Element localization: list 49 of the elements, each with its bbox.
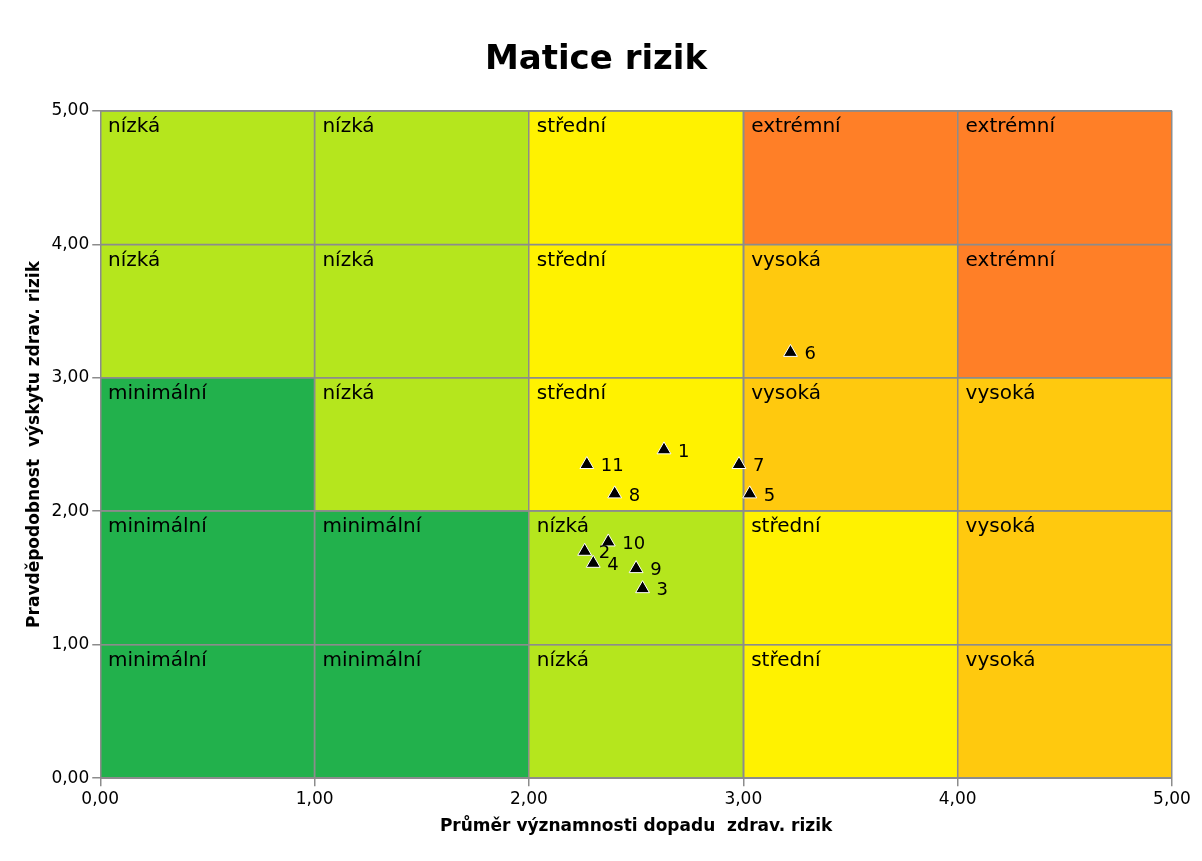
y-tick-label: 5,00 <box>51 99 90 120</box>
data-label: vysoká <box>965 379 1036 404</box>
data-label: střední <box>537 246 608 271</box>
data-label: střední <box>537 379 608 404</box>
data-label: vysoká <box>965 646 1036 671</box>
data-label: vysoká <box>751 379 822 404</box>
x-tick-label: 1,00 <box>295 787 334 808</box>
y-tick-label: 1,00 <box>51 633 90 654</box>
y-axis-title: Pravděpodobnost výskytu zdrav. rizik <box>22 260 43 628</box>
annotation: 10 <box>622 531 646 553</box>
data-label: nízká <box>322 113 375 137</box>
data-label: střední <box>751 513 823 538</box>
x-tick-label: 4,00 <box>938 787 977 808</box>
data-label: nízká <box>537 513 590 538</box>
y-tick-label: 3,00 <box>51 366 90 387</box>
data-label: minimální <box>108 513 209 538</box>
data-label: extrémní <box>751 113 843 137</box>
x-tick-label: 5,00 <box>1153 787 1191 808</box>
x-axis-title: Průměr významnosti dopadu zdrav. rizik <box>439 814 834 836</box>
data-label: vysoká <box>965 513 1036 538</box>
data-label: nízká <box>108 246 161 271</box>
annotation: 6 <box>804 342 816 364</box>
x-tick-label: 3,00 <box>724 787 763 808</box>
annotation: 7 <box>753 454 765 476</box>
data-label: minimální <box>322 513 423 538</box>
annotation: 11 <box>600 454 624 476</box>
data-label: extrémní <box>965 113 1057 137</box>
y-tick-label: 2,00 <box>51 499 90 520</box>
data-label: střední <box>537 113 608 137</box>
y-tick-label: 0,00 <box>51 766 90 787</box>
annotation: 8 <box>628 483 641 505</box>
data-label: nízká <box>322 379 375 404</box>
data-label: vysoká <box>751 246 822 271</box>
data-label: extrémní <box>965 246 1057 271</box>
annotation: 5 <box>763 483 776 505</box>
data-label: nízká <box>322 246 375 271</box>
annotation: 3 <box>656 578 669 600</box>
chart-title: Matice rizik <box>484 37 709 78</box>
data-label: minimální <box>322 646 423 671</box>
x-tick-label: 2,00 <box>510 787 548 808</box>
data-label: nízká <box>108 113 161 137</box>
data-label: minimální <box>108 646 209 671</box>
annotation: 9 <box>650 558 662 580</box>
annotation: 1 <box>677 439 690 461</box>
data-label: střední <box>751 646 823 671</box>
y-tick-label: 4,00 <box>51 232 90 253</box>
data-label: nízká <box>537 646 590 671</box>
data-label: minimální <box>108 379 209 404</box>
x-tick-label: 0,00 <box>81 787 120 808</box>
